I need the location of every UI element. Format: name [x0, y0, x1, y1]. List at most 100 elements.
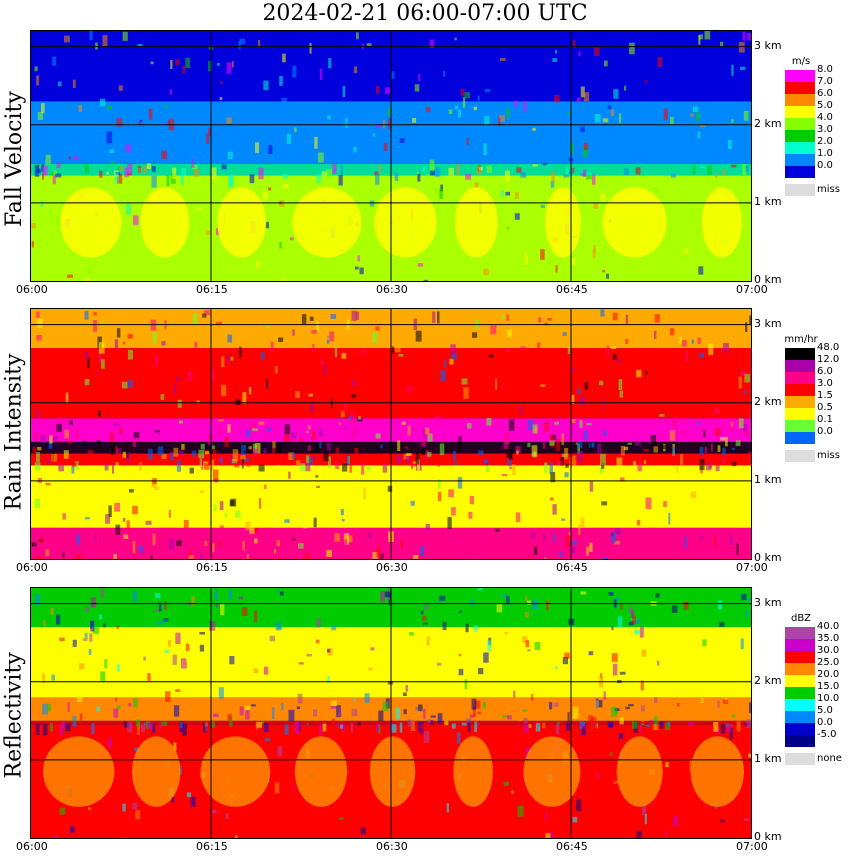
heatmap-speckle	[189, 467, 194, 474]
heatmap-speckle	[523, 504, 527, 509]
heatmap-speckle	[299, 463, 306, 472]
heatmap-speckle	[618, 529, 622, 532]
heatmap-speckle	[692, 164, 696, 175]
heatmap-speckle	[307, 445, 311, 451]
heatmap-speckle	[112, 784, 115, 789]
heatmap-speckle	[578, 524, 581, 535]
heatmap-speckle	[602, 118, 609, 123]
heatmap-speckle	[552, 504, 557, 515]
heatmap-speckle	[277, 464, 280, 472]
heatmap-speckle	[397, 440, 401, 451]
heatmap-speckle	[683, 248, 689, 255]
heatmap-speckle	[117, 173, 123, 184]
legend-swatch	[785, 142, 815, 154]
heatmap-speckle	[207, 434, 213, 445]
heatmap-speckle	[729, 727, 734, 740]
heatmap-speckle	[519, 405, 523, 416]
heatmap-speckle	[697, 421, 701, 425]
heatmap-speckle	[63, 450, 69, 459]
heatmap-speckle	[511, 790, 514, 794]
heatmap-speckle	[168, 640, 171, 647]
heatmap-speckle	[415, 330, 422, 342]
heatmap-speckle	[627, 442, 632, 445]
heatmap-speckle	[161, 112, 167, 115]
heatmap-speckle	[342, 85, 346, 98]
heatmap-speckle	[453, 451, 457, 462]
heatmap-speckle	[264, 484, 267, 490]
heatmap-speckle	[715, 172, 718, 178]
heatmap-speckle	[583, 169, 587, 177]
legend-unit: dBZ	[790, 613, 812, 624]
heatmap-speckle	[740, 371, 746, 376]
heatmap-speckle	[472, 332, 478, 338]
heatmap-speckle	[263, 723, 269, 733]
y-tick-label: 0 km	[754, 551, 782, 564]
heatmap-speckle	[334, 345, 338, 358]
heatmap-speckle	[224, 436, 229, 447]
heatmap-speckle	[90, 597, 96, 608]
heatmap-speckle	[611, 653, 618, 662]
heatmap-speckle	[141, 723, 145, 733]
heatmap-speckle	[562, 656, 568, 665]
heatmap-speckle	[85, 597, 92, 606]
heatmap-speckle	[296, 706, 300, 710]
heatmap-speckle	[738, 418, 744, 429]
heatmap-speckle	[506, 595, 510, 605]
heatmap-speckle	[517, 805, 524, 817]
heatmap-speckle	[549, 440, 555, 446]
heatmap-speckle	[547, 318, 552, 321]
heatmap-speckle	[309, 42, 312, 54]
panel-ylabel: Reflectivity	[1, 652, 27, 779]
heatmap-speckle	[652, 724, 659, 731]
heatmap-speckle	[474, 182, 479, 188]
heatmap-speckle	[595, 698, 599, 701]
heatmap-speckle	[717, 445, 721, 452]
heatmap-speckle	[200, 457, 205, 470]
heatmap-speckle	[508, 419, 515, 431]
heatmap-speckle	[213, 365, 217, 377]
heatmap-speckle	[719, 819, 725, 823]
heatmap-speckle	[122, 803, 126, 812]
heatmap-speckle	[40, 537, 44, 544]
heatmap-speckle	[464, 92, 470, 99]
heatmap-speckle	[650, 719, 654, 723]
legend-label: 8.0	[817, 64, 833, 75]
heatmap-speckle	[731, 680, 737, 688]
heatmap-speckle	[311, 430, 316, 440]
heatmap-speckle	[532, 164, 538, 167]
heatmap-speckle	[341, 352, 347, 359]
heatmap-speckle	[220, 603, 225, 616]
heatmap-speckle	[31, 542, 37, 547]
heatmap-speckle	[423, 622, 428, 625]
heatmap-speckle	[203, 449, 209, 460]
heatmap-speckle	[432, 311, 436, 323]
heatmap-speckle	[423, 279, 428, 281]
heatmap-speckle	[649, 329, 654, 339]
heatmap-speckle	[122, 341, 126, 345]
heatmap-speckle	[549, 462, 553, 474]
heatmap-speckle	[514, 192, 519, 200]
heatmap-speckle	[483, 459, 488, 464]
heatmap-speckle	[332, 163, 337, 174]
heatmap-speckle	[304, 553, 310, 559]
heatmap-speckle	[749, 315, 751, 325]
panel-fall-velocity: Fall Velocity 06:00 06:15 06:30 06:45 07:00 3 …	[0, 30, 850, 310]
heatmap-speckle	[714, 428, 721, 437]
heatmap-speckle	[256, 721, 262, 728]
heatmap-speckle	[252, 527, 259, 534]
heatmap-speckle	[168, 509, 171, 518]
heatmap-speckle	[241, 607, 248, 616]
heatmap-speckle	[140, 809, 145, 820]
heatmap-speckle	[319, 441, 322, 449]
heatmap-speckle	[53, 835, 59, 838]
heatmap-speckle	[351, 394, 357, 399]
heatmap-speckle	[132, 437, 137, 447]
heatmap-speckle	[477, 165, 480, 170]
heatmap-speckle	[369, 678, 376, 683]
heatmap-speckle	[221, 356, 225, 368]
heatmap-speckle	[698, 35, 701, 45]
heatmap-speckle	[205, 724, 208, 732]
heatmap-speckle	[685, 350, 688, 362]
heatmap-speckle	[465, 173, 471, 180]
legend-swatch	[785, 450, 815, 462]
